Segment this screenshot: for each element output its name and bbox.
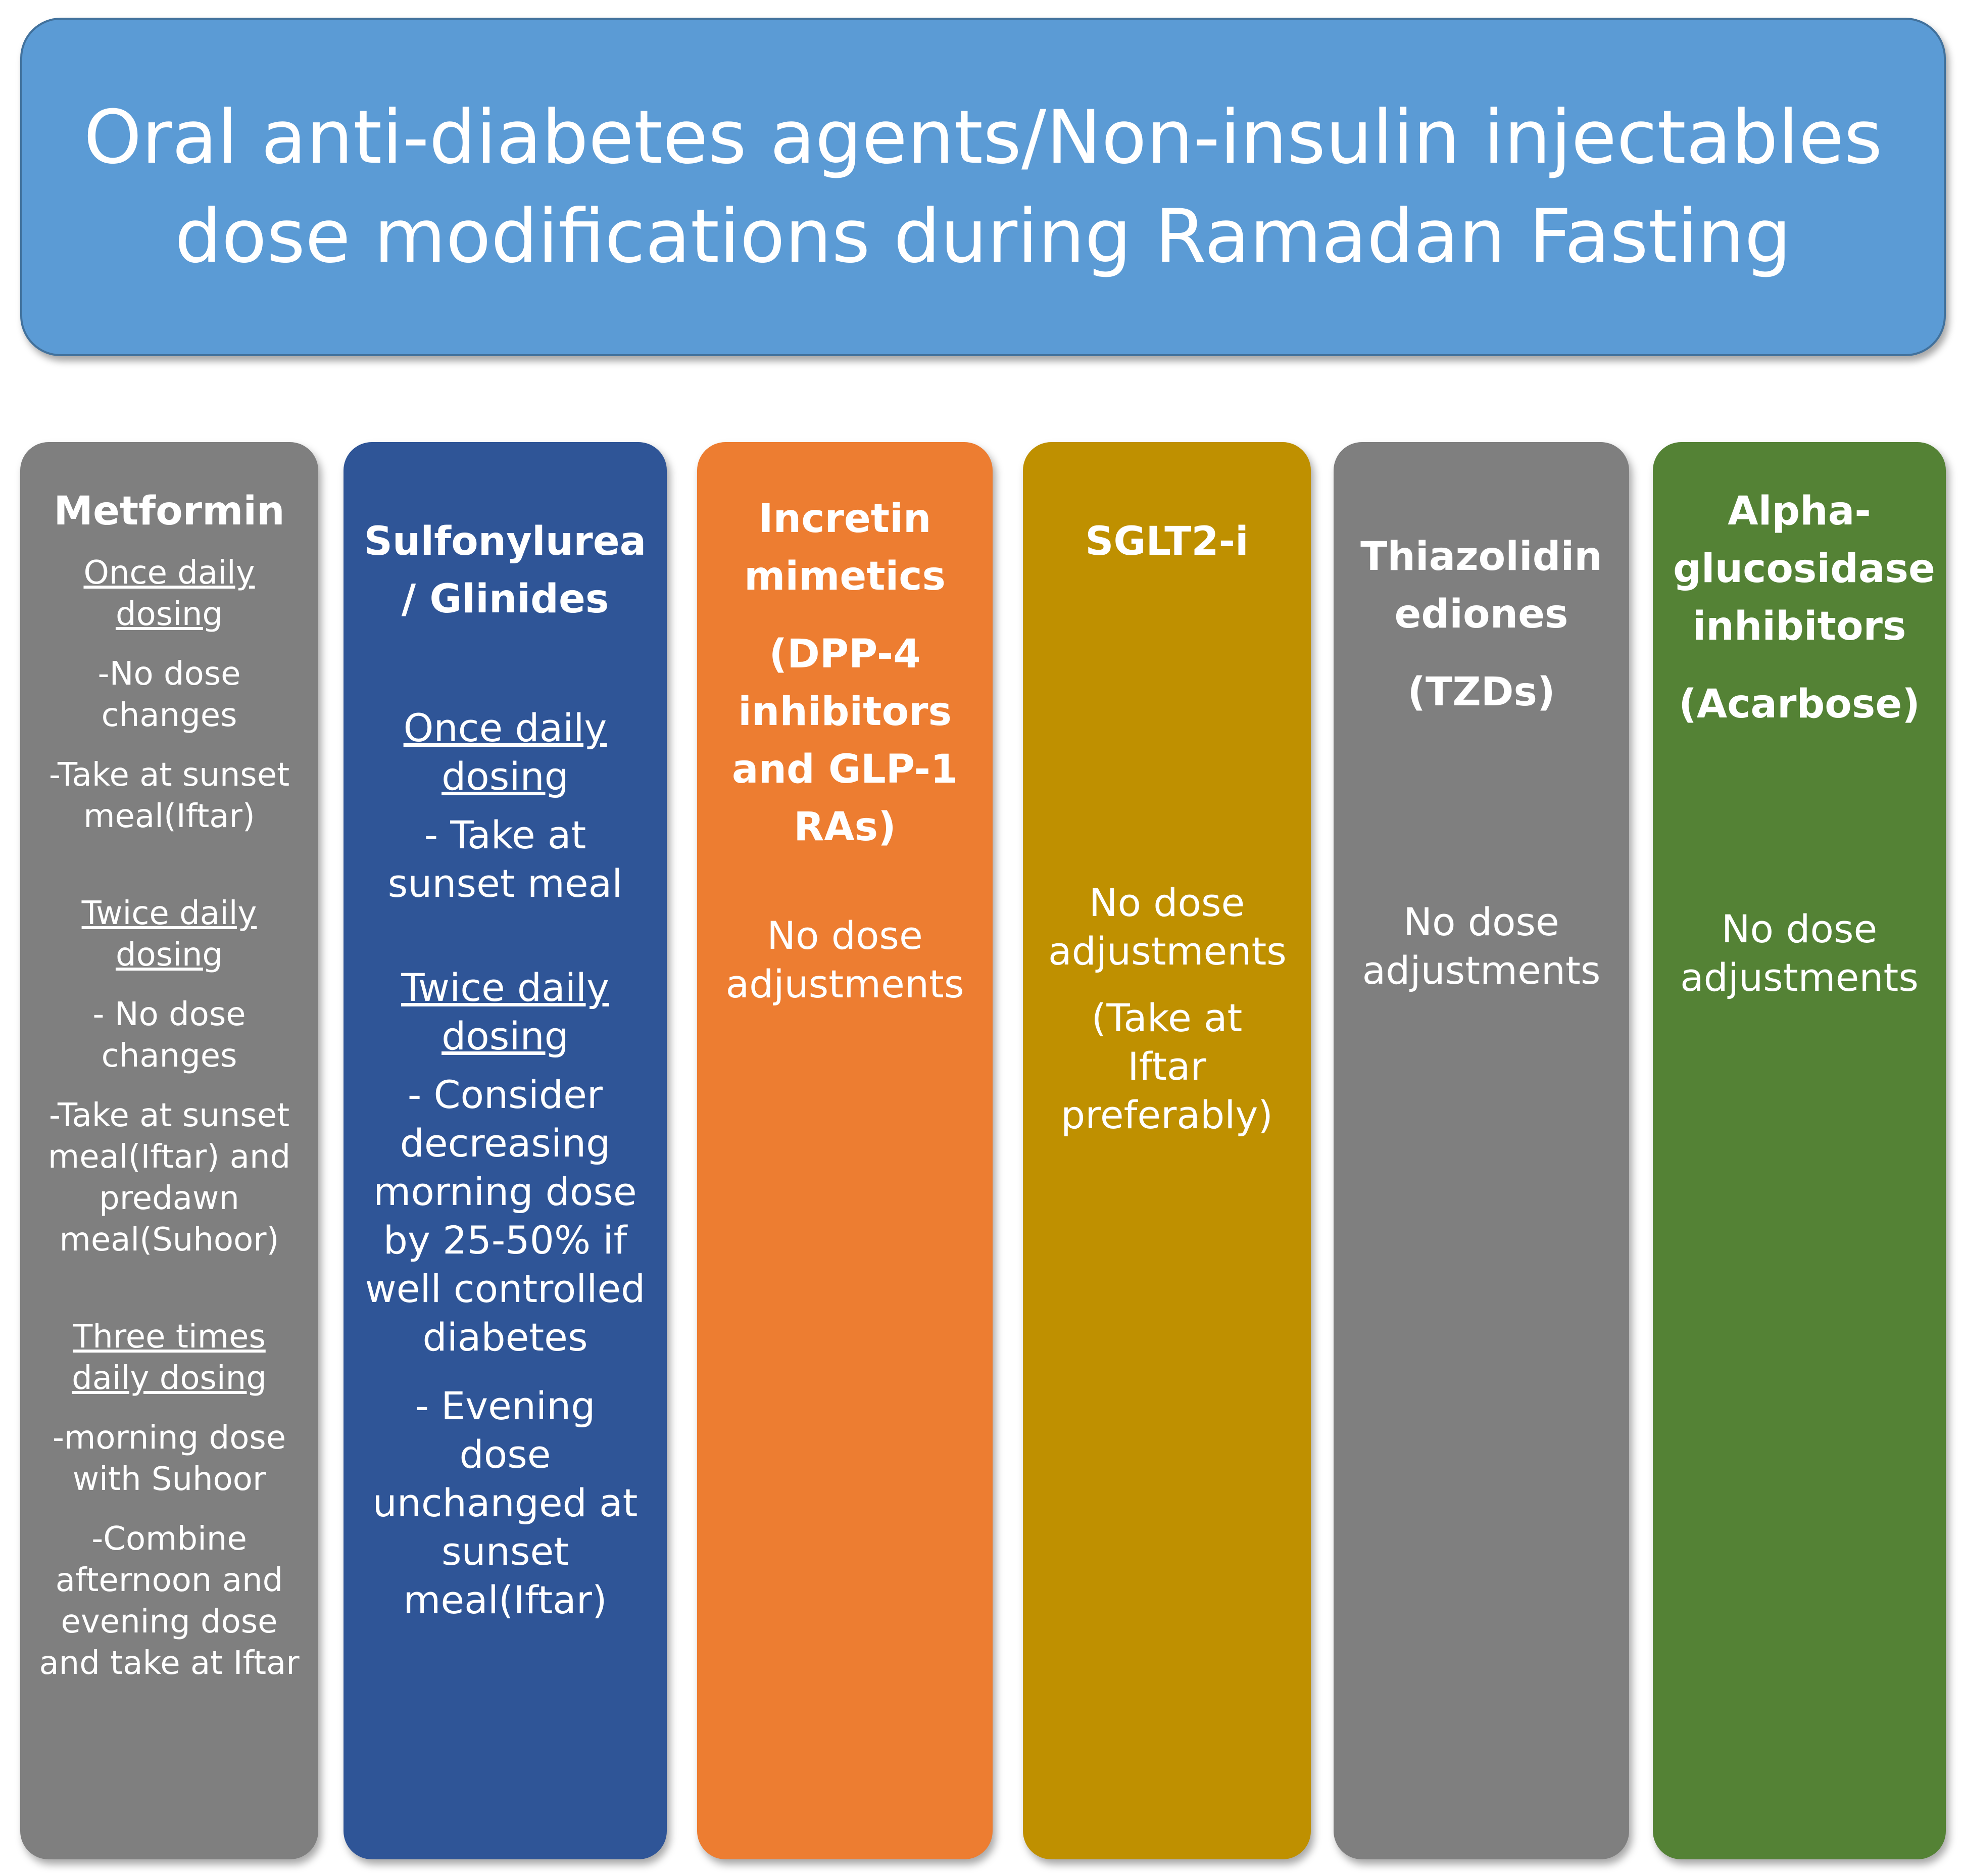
acarbose-heading: Alpha-glucosidase inhibitors	[1673, 489, 1935, 649]
metformin-twice-text-2: -Take at sunset meal(Iftar) and predawn …	[47, 1097, 291, 1259]
tzd-column: Thiazolidin ediones (TZDs) No dose adjus…	[1334, 442, 1629, 1859]
title-line-2: dose modifications during Ramadan Fastin…	[175, 194, 1791, 279]
metformin-twice-label: Twice daily dosing	[81, 895, 257, 974]
acarbose-column: Alpha-glucosidase inhibitors (Acarbose) …	[1653, 442, 1946, 1859]
sulfonylurea-once-text-1: - Take at sunset meal	[387, 812, 623, 906]
sulfonylurea-heading: Sulfonylurea / Glinides	[364, 519, 647, 622]
tzd-subheading: (TZDs)	[1407, 669, 1555, 715]
metformin-three-label: Three times daily dosing	[72, 1318, 267, 1397]
metformin-heading: Metformin	[54, 489, 285, 534]
title-banner: Oral anti-diabetes agents/Non-insulin in…	[20, 18, 1946, 356]
sglt2-heading: SGLT2-i	[1085, 519, 1249, 564]
metformin-three-text-2: -Combine afternoon and evening dose and …	[39, 1520, 300, 1682]
sulfonylurea-twice-text-1: - Consider decreasing morning dose by 25…	[365, 1072, 646, 1360]
sulfonylurea-column: Sulfonylurea / Glinides Once daily dosin…	[344, 442, 667, 1859]
sulfonylurea-twice-label: Twice daily dosing	[401, 965, 609, 1059]
metformin-three-text-1: -morning dose with Suhoor	[52, 1419, 286, 1498]
metformin-twice-text-1: - No dose changes	[92, 996, 246, 1075]
sglt2-note-2: (Take at Iftar preferably)	[1061, 995, 1273, 1137]
sulfonylurea-once-label: Once daily dosing	[403, 705, 607, 799]
title-line-1: Oral anti-diabetes agents/Non-insulin in…	[83, 94, 1883, 180]
tzd-note: No dose adjustments	[1362, 899, 1601, 993]
sglt2-column: SGLT2-i No dose adjustments (Take at Ift…	[1023, 442, 1311, 1859]
acarbose-note: No dose adjustments	[1680, 906, 1919, 1000]
metformin-once-text-2: -Take at sunset meal(Iftar)	[48, 756, 290, 835]
metformin-column: Metformin Once daily dosing -No dose cha…	[20, 442, 318, 1859]
incretin-column: Incretin mimetics (DPP-4 inhibitors and …	[697, 442, 993, 1859]
sulfonylurea-twice-text-2: - Evening dose unchanged at sunset meal(…	[372, 1383, 638, 1622]
incretin-note: No dose adjustments	[725, 913, 964, 1006]
incretin-heading: Incretin mimetics	[744, 496, 946, 599]
sglt2-note: No dose adjustments	[1048, 880, 1287, 974]
metformin-once-text-1: -No dose changes	[97, 655, 241, 734]
tzd-heading: Thiazolidin ediones	[1360, 534, 1602, 637]
incretin-subheading: (DPP-4 inhibitors and GLP-1 RAs)	[731, 632, 958, 850]
metformin-once-label: Once daily dosing	[83, 554, 255, 633]
acarbose-subheading: (Acarbose)	[1679, 682, 1920, 727]
